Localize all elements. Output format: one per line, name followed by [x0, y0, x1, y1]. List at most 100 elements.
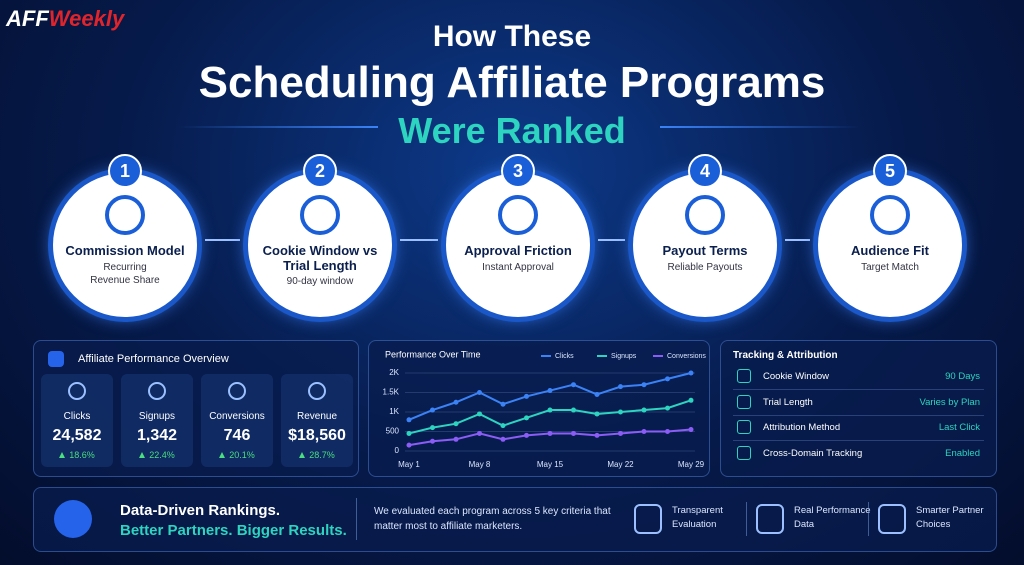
step-title: Payout Terms [662, 243, 748, 258]
logo-aff: AFF [6, 6, 49, 31]
legend-label: Conversions [667, 353, 706, 360]
chart: Performance Over Time 0 500 1K 1.5K 2K May 1 M… [383, 349, 707, 469]
data-point [641, 382, 647, 388]
y-tick-label: 1K [389, 407, 399, 416]
data-point [618, 430, 623, 436]
feature-icon [756, 504, 784, 534]
arrow [205, 239, 240, 241]
x-tick-label: May 29 [678, 460, 705, 469]
step-icon [685, 195, 725, 235]
tracking-title: Tracking & Attribution [733, 350, 838, 361]
data-point [641, 407, 647, 413]
step-number: 1 [108, 154, 142, 188]
data-point [430, 407, 435, 413]
data-point [406, 417, 412, 423]
row-icon [737, 445, 751, 460]
feature-text: Smarter Partner Choices [916, 505, 984, 530]
data-point [665, 405, 670, 411]
data-point [641, 429, 647, 434]
data-point [477, 390, 482, 395]
data-point [618, 409, 623, 415]
trophy-icon [54, 500, 92, 538]
row-value: Enabled [945, 447, 980, 459]
y-tick-label: 1.5K [383, 388, 400, 397]
y-tick-label: 2K [389, 368, 399, 377]
metric-label: Signups [138, 411, 176, 422]
step-number: 2 [303, 154, 337, 188]
row-divider [733, 389, 984, 390]
metric-card: Conversions 746 20.1% [201, 374, 273, 467]
row-icon [737, 369, 751, 383]
separator [746, 502, 747, 536]
step-title: Approval Friction [464, 243, 572, 258]
title-line3: Were Ranked [398, 110, 626, 151]
overview-title: Affiliate Performance Overview [78, 353, 229, 365]
data-point [430, 438, 435, 444]
data-point [594, 411, 600, 417]
metric-label: Conversions [209, 411, 265, 422]
logo: AFFWeekly [6, 6, 124, 32]
data-point [524, 393, 529, 399]
divider [660, 126, 860, 128]
arrow [400, 239, 438, 241]
data-point [688, 397, 694, 403]
step-icon [498, 195, 538, 235]
step-subtitle: 90-day window [286, 276, 354, 287]
chart-title: Performance Over Time [385, 349, 481, 359]
data-point [500, 423, 506, 429]
data-point [430, 425, 435, 431]
x-tick-label: May 22 [607, 460, 634, 469]
data-point [688, 427, 694, 433]
data-point [571, 382, 576, 388]
metric-card: Revenue $18,560 28.7% [281, 374, 353, 467]
step-number: 5 [873, 154, 907, 188]
feature-icon [634, 504, 662, 534]
step-title: Cookie Window vs Trial Length [262, 243, 378, 273]
data-point [500, 401, 506, 407]
metric-icon [68, 382, 86, 400]
data-point [594, 391, 600, 397]
up-arrow [139, 452, 146, 458]
metric-change: 28.7% [281, 450, 353, 460]
feature-icon [878, 504, 906, 534]
banner-headline2: Better Partners. Bigger Results. [120, 522, 347, 539]
x-tick-label: May 15 [537, 460, 564, 469]
up-arrow [59, 452, 66, 458]
step-icon [870, 195, 910, 235]
data-point [571, 430, 576, 436]
banner-description: We evaluated each program across 5 key c… [374, 506, 611, 532]
metric-change-value: 18.6% [69, 450, 95, 460]
metric-icon [308, 382, 326, 400]
series-line [408, 399, 692, 435]
chart-panel: Performance Over Time 0 500 1K 1.5K 2K May 1 M… [368, 340, 710, 477]
legend-label: Signups [611, 353, 637, 360]
metric-icon [228, 382, 246, 400]
tracking-panel: Tracking & Attribution Cookie Window 90 D… [720, 340, 997, 477]
data-point [524, 432, 529, 438]
data-point [688, 370, 694, 376]
feature-text: Real Performance Data [794, 505, 871, 530]
overview-panel: Affiliate Performance Overview Clicks 24,… [33, 340, 359, 477]
step-subtitle: Instant Approval [482, 262, 554, 273]
row-label: Cookie Window [763, 371, 829, 382]
data-point [453, 436, 459, 442]
metric-card: Signups 1,342 22.4% [121, 374, 193, 467]
row-divider [733, 440, 984, 441]
data-point [477, 411, 482, 417]
separator [356, 498, 357, 540]
row-value: Varies by Plan [919, 396, 980, 408]
metric-value: 1,342 [136, 427, 178, 444]
title-line1: How These [432, 20, 592, 53]
metric-change: 22.4% [121, 450, 193, 460]
arrow [785, 239, 810, 241]
row-value: Last Click [938, 422, 980, 433]
step-icon [300, 195, 340, 235]
data-point [500, 436, 506, 442]
data-point [665, 376, 670, 382]
metric-change-value: 28.7% [309, 450, 335, 460]
data-point [406, 442, 412, 448]
logo-weekly: Weekly [48, 6, 125, 31]
data-point [547, 430, 553, 436]
step-subtitle: Target Match [861, 262, 919, 273]
